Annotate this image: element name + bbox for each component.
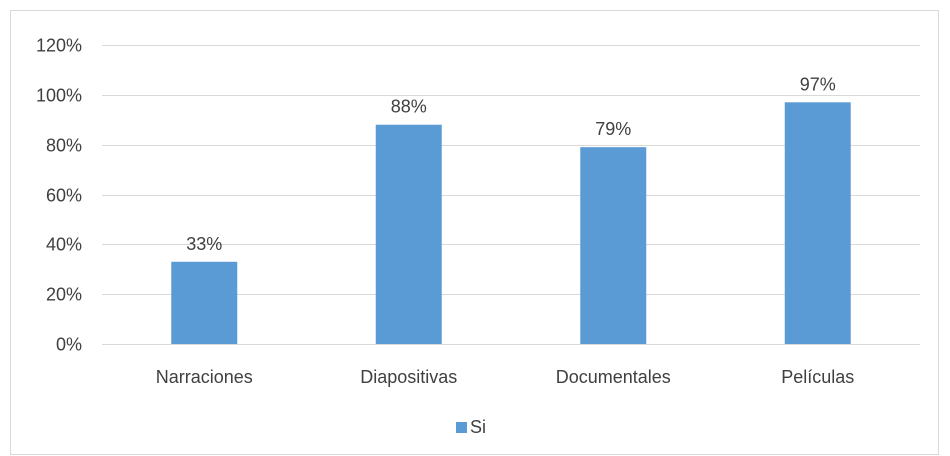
y-tick-label: 40%	[46, 235, 82, 255]
data-label: 88%	[391, 97, 427, 117]
legend-swatch-si	[456, 422, 467, 433]
bars	[171, 102, 851, 344]
y-tick-label: 0%	[56, 335, 82, 355]
y-tick-label: 20%	[46, 285, 82, 305]
data-label: 33%	[186, 234, 222, 254]
y-tick-label: 80%	[46, 136, 82, 156]
chart-frame	[10, 10, 939, 455]
y-tick-label: 100%	[36, 86, 82, 106]
y-tick-label: 120%	[36, 36, 82, 56]
data-labels: 33% 88% 79% 97%	[186, 74, 836, 253]
bar-diapositivas	[375, 124, 442, 344]
bar-documentales	[580, 147, 647, 344]
data-label: 79%	[595, 119, 631, 139]
y-axis-tick-labels: 0% 20% 40% 60% 80% 100% 120%	[36, 36, 82, 355]
legend: Si	[456, 417, 486, 437]
x-category-label: Diapositivas	[360, 367, 457, 387]
legend-label-si: Si	[470, 417, 486, 437]
x-axis-category-labels: Narraciones Diapositivas Documentales Pelíc…	[156, 367, 855, 387]
x-category-label: Películas	[781, 367, 854, 387]
data-label: 97%	[800, 74, 836, 94]
x-category-label: Narraciones	[156, 367, 253, 387]
y-tick-label: 60%	[46, 186, 82, 206]
bar-películas	[784, 102, 851, 344]
bar-narraciones	[171, 261, 238, 344]
x-category-label: Documentales	[556, 367, 671, 387]
gridlines	[102, 45, 920, 345]
